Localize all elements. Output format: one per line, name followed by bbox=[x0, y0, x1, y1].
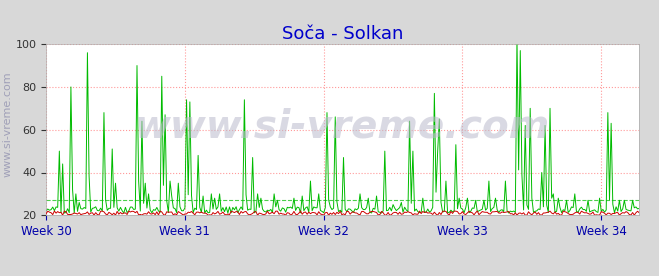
Text: www.si-vreme.com: www.si-vreme.com bbox=[135, 107, 550, 145]
Title: Soča - Solkan: Soča - Solkan bbox=[282, 25, 403, 43]
Text: www.si-vreme.com: www.si-vreme.com bbox=[3, 71, 13, 177]
